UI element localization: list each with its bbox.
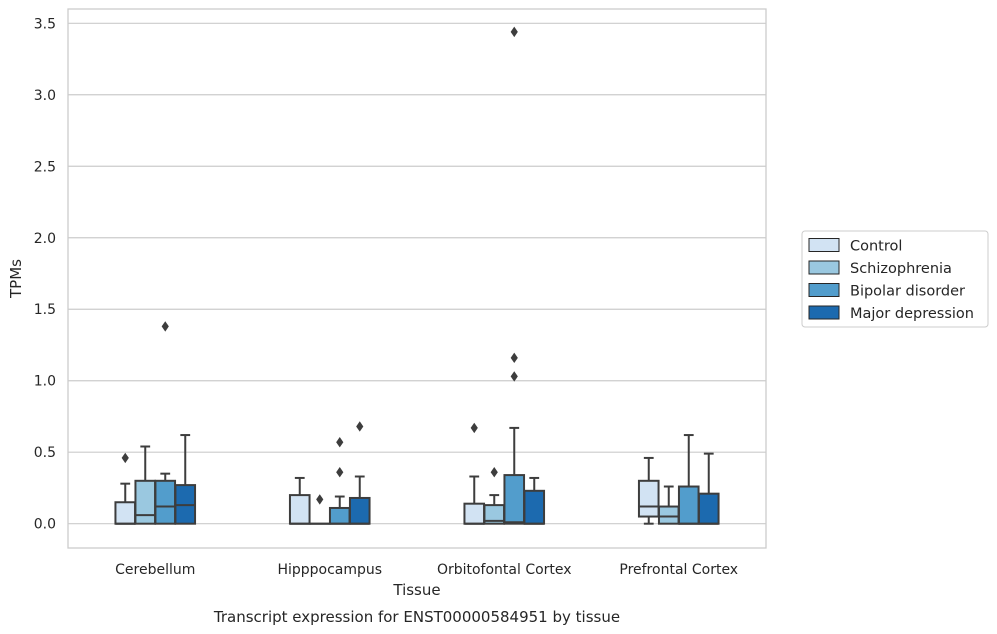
- box-plot-bipolar-disorder: [677, 434, 700, 525]
- outlier-point: [121, 452, 129, 464]
- outlier-point: [356, 421, 364, 432]
- box: [697, 492, 720, 525]
- box: [114, 501, 137, 525]
- x-tick-label: Cerebellum: [115, 562, 195, 578]
- y-tick-labels: 0.0 0.5 1.0 1.5 2.0 2.5 3.0 3.5: [34, 16, 56, 532]
- legend-item: Bipolar disorder: [808, 283, 965, 300]
- box-plot-schizophrenia: [657, 485, 680, 525]
- y-tick-label: 2.5: [34, 159, 56, 175]
- box-plot-schizophrenia: [308, 494, 331, 525]
- x-tick-labels: Cerebellum Hipppocampus Orbitofontal Corte…: [115, 562, 738, 578]
- legend-frame: [801, 230, 989, 328]
- legend-item: Major depression: [808, 305, 974, 322]
- box-plot-major-depression: [523, 476, 546, 525]
- legend-swatch: [808, 238, 840, 252]
- marks-layer: [114, 26, 720, 525]
- box: [523, 489, 546, 525]
- outlier-point: [336, 467, 344, 478]
- box: [288, 494, 311, 525]
- legend-item: Control: [808, 238, 902, 255]
- y-tick-label: 2.0: [34, 231, 56, 247]
- box-plot-bipolar-disorder: [328, 437, 351, 525]
- legend-label: Major depression: [850, 306, 974, 322]
- box: [328, 506, 351, 525]
- grid-layer: [68, 22, 766, 525]
- plot-frame: [67, 8, 767, 549]
- box: [637, 479, 660, 518]
- y-tick-label: 0.0: [34, 517, 56, 533]
- legend: Control Schizophrenia Bipolar disorder Majo…: [801, 230, 989, 328]
- y-tick-label: 1.5: [34, 302, 56, 318]
- x-axis-label: Tissue: [392, 581, 440, 599]
- legend-swatch: [808, 283, 840, 297]
- outlier-point: [510, 371, 518, 382]
- chart-caption: Transcript expression for ENST0000058495…: [213, 608, 620, 626]
- box: [503, 474, 526, 525]
- legend-swatch: [808, 305, 840, 320]
- box-plot-control: [288, 476, 311, 525]
- y-tick-label: 0.5: [34, 445, 56, 461]
- outlier-point: [490, 467, 498, 478]
- box: [463, 502, 486, 525]
- box-plot-major-depression: [348, 421, 371, 525]
- x-tick-label: Prefrontal Cortex: [619, 562, 738, 578]
- y-tick-label: 3.0: [34, 88, 56, 104]
- legend-label: Bipolar disorder: [850, 284, 965, 300]
- x-tick-label: Hipppocampus: [277, 562, 382, 578]
- box-plot-bipolar-disorder: [154, 321, 177, 525]
- box-plot-schizophrenia: [134, 445, 157, 525]
- box: [677, 485, 700, 525]
- outlier-point: [316, 494, 324, 505]
- box-plot-major-depression: [697, 452, 720, 525]
- y-tick-label: 1.0: [34, 374, 56, 390]
- box-plot-control: [114, 452, 137, 525]
- box-plot-bipolar-disorder: [503, 26, 526, 525]
- box: [348, 496, 371, 525]
- legend-label: Control: [850, 239, 902, 255]
- y-axis-label: TPMs: [7, 259, 25, 299]
- outlier-point: [336, 437, 344, 448]
- box-plot-major-depression: [174, 434, 197, 525]
- box-plot-schizophrenia: [483, 467, 506, 525]
- outlier-point: [470, 422, 478, 434]
- legend-item: Schizophrenia: [808, 260, 952, 277]
- x-tick-label: Orbitofontal Cortex: [437, 562, 572, 578]
- outlier-point: [510, 352, 518, 364]
- legend-swatch: [808, 260, 840, 275]
- box: [154, 479, 177, 525]
- legend-label: Schizophrenia: [850, 261, 952, 277]
- box: [134, 479, 157, 525]
- box-plot-control: [463, 422, 486, 525]
- box-plot-control: [637, 456, 660, 525]
- y-tick-label: 3.5: [34, 16, 56, 32]
- box: [657, 505, 680, 525]
- outlier-point: [161, 321, 169, 332]
- outlier-point: [510, 26, 518, 38]
